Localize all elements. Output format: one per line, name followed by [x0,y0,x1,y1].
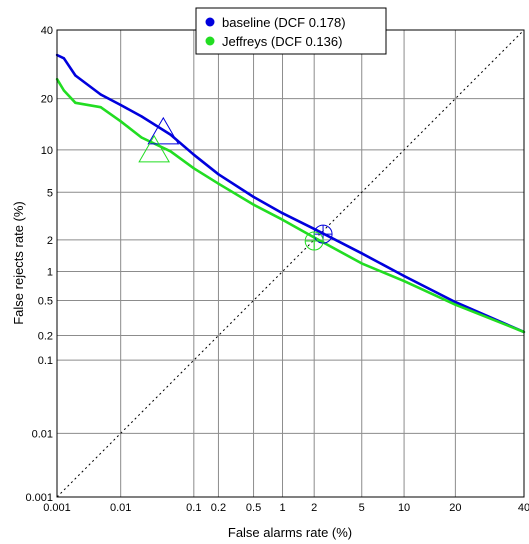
x-tick-labels: 0.001 0.01 0.1 0.2 0.5 1 2 5 10 20 40 [43,502,529,514]
data-point [454,303,457,306]
legend-label-baseline: baseline (DCF 0.178) [222,15,346,30]
x-tick-label: 0.01 [110,502,131,514]
data-point [454,300,457,304]
min-dcf-triangle-1 [138,134,171,163]
x-tick-label: 0.5 [246,502,261,514]
y-tick-label: 0.5 [38,295,53,307]
min-dcf-markers [138,116,333,251]
x-axis-title: False alarms rate (%) [228,525,352,540]
data-point [169,150,172,153]
x-tick-label: 20 [449,502,461,514]
min-dcf-triangle-0 [147,116,180,145]
data-point [402,274,406,278]
y-tick-labels: 0.001 0.01 0.1 0.2 0.5 1 2 5 10 20 40 [25,25,53,504]
data-point [192,167,196,170]
data-point [252,195,255,199]
legend-marker-jeffreys [205,36,215,46]
diagonal-line [56,29,525,498]
legend: baseline (DCF 0.178) Jeffreys (DCF 0.136… [195,7,387,55]
data-point [119,120,122,123]
series-line-0 [56,53,525,334]
y-tick-label: 1 [47,266,53,278]
x-tick-label: 10 [398,502,410,514]
data-point [140,115,143,118]
data-point [192,153,196,156]
data-point [169,133,172,136]
legend-box [195,7,387,55]
data-point [252,203,255,206]
data-point [74,101,77,105]
data-point [402,279,406,283]
y-axis-title: False rejects rate (%) [11,201,26,325]
y-tick-label: 0.01 [32,428,53,440]
x-tick-label: 1 [279,502,285,514]
y-tick-label: 0.1 [38,355,53,367]
data-point [99,106,102,109]
x-tick-label: 5 [359,502,365,514]
data-point [360,252,363,255]
y-tick-label: 10 [41,145,53,157]
x-tick-label: 0.1 [186,502,201,514]
legend-label-jeffreys: Jeffreys (DCF 0.136) [222,34,342,49]
y-tick-label: 20 [41,94,53,106]
legend-marker-baseline [205,17,215,27]
x-tick-label: 0.001 [43,502,71,514]
data-point [62,57,66,60]
data-point [217,173,220,176]
data-point [62,89,66,92]
data-point [281,218,284,221]
y-tick-label: 0.001 [25,492,53,504]
x-tick-label: 0.2 [211,502,226,514]
data-point [99,93,102,96]
data-point [217,182,220,185]
x-tick-label: 2 [311,502,317,514]
data-point [360,262,363,265]
x-tick-label: 40 [518,502,529,514]
y-tick-label: 40 [41,25,53,37]
series-line-1 [55,78,525,334]
y-tick-label: 0.2 [38,331,53,343]
data-point [140,136,143,139]
data-point [119,103,122,107]
data-point [281,212,284,215]
data-point [74,74,77,77]
y-tick-label: 2 [47,235,53,247]
y-tick-label: 5 [47,187,53,199]
